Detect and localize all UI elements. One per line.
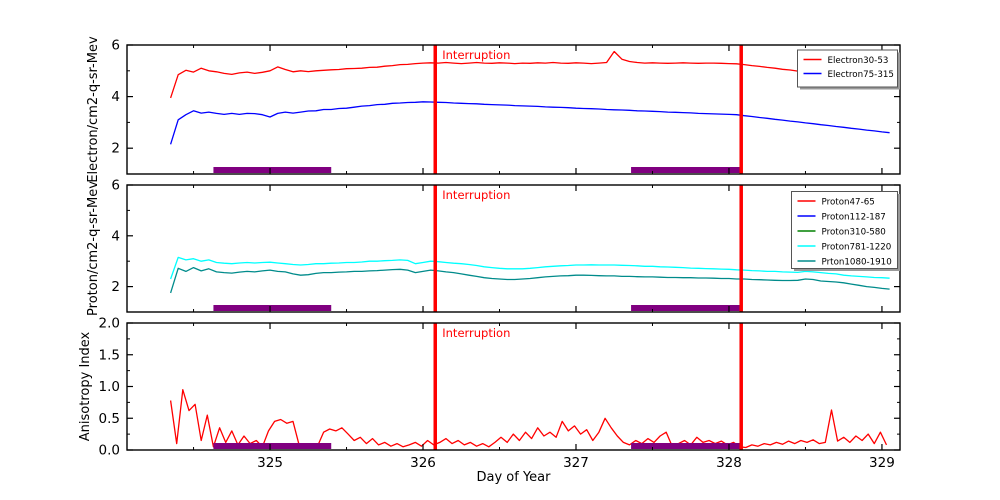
- y-tick-label: 1.0: [99, 379, 120, 395]
- legend-box: [791, 191, 898, 269]
- panel-background: [127, 185, 900, 312]
- legend-label: Proton112-187: [822, 213, 886, 223]
- series-Proton781-1220: [169, 256, 890, 280]
- y-tick-label: 2.0: [99, 316, 120, 332]
- y-tick-label: 6: [111, 38, 120, 54]
- x-axis-label: Day of Year: [477, 470, 552, 485]
- legend-label: Proton310-580: [822, 228, 886, 238]
- series-Electron75-315: [169, 101, 890, 145]
- legend-label: Prton1080-1910: [822, 258, 892, 268]
- legend-label: Proton47-65: [822, 198, 875, 208]
- legend-label: Proton781-1220: [822, 243, 892, 253]
- y-tick-label: 2: [111, 279, 120, 295]
- legend-label: Electron75-315: [828, 70, 894, 80]
- legend-box: [797, 49, 898, 88]
- y-tick-label: 4: [111, 228, 120, 244]
- interruption-label: Interruption: [442, 188, 510, 202]
- series-Prton1080-1910: [169, 266, 890, 294]
- x-tick-label: 329: [869, 455, 895, 471]
- series-Electron30-53: [169, 50, 890, 99]
- x-tick-label: 328: [716, 455, 742, 471]
- panel-background: [127, 45, 900, 174]
- x-tick-label: 325: [257, 455, 283, 471]
- legend-label: Electron30-53: [828, 56, 889, 66]
- series-AnisotropyIndex: [169, 389, 888, 449]
- panel-anisotropy: Interruption 325 326 327 328 329 0.0 0.5 1.0 1.5 2…: [78, 316, 901, 471]
- interruption-label: Interruption: [442, 48, 510, 62]
- panel-background: [127, 323, 900, 450]
- x-tick-label: 326: [410, 455, 436, 471]
- panel-frame: [126, 44, 901, 175]
- y-axis-label: Proton/cm2-q-sr-Mev: [86, 181, 101, 316]
- y-tick-label: 2: [111, 141, 120, 157]
- y-tick-label: 4: [111, 89, 120, 105]
- panel-proton-flux: Interruption 2 4 6 Proton/cm2-q-sr-Mev Proton…: [86, 178, 901, 316]
- panel-electron-flux: Interruption 2 4 6 Electron/cm2-q-sr-Mev Elec…: [86, 36, 901, 183]
- interruption-label: Interruption: [442, 326, 510, 340]
- x-tick-label: 327: [563, 455, 589, 471]
- y-tick-label: 6: [111, 178, 120, 194]
- y-axis-label: Electron/cm2-q-sr-Mev: [86, 36, 101, 183]
- y-tick-label: 1.5: [99, 347, 120, 363]
- y-tick-label: 0.0: [99, 443, 120, 459]
- y-tick-label: 0.5: [99, 411, 120, 427]
- y-axis-label: Anisotropy Index: [78, 331, 93, 441]
